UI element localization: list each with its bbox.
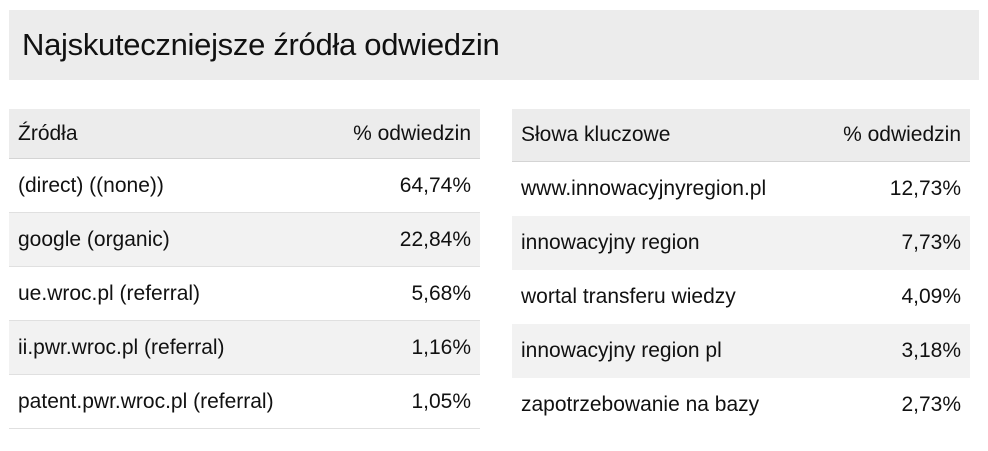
keywords-table-header: Słowa kluczowe % odwiedzin [512, 109, 970, 162]
keyword-percent: 3,18% [901, 339, 961, 362]
source-percent: 64,74% [399, 173, 471, 197]
source-label: ii.pwr.wroc.pl (referral) [18, 335, 225, 359]
keyword-percent: 7,73% [901, 231, 961, 254]
page-title: Najskuteczniejsze źródła odwiedzin [22, 27, 500, 62]
table-row: zapotrzebowanie na bazy 2,73% [512, 378, 970, 432]
table-row: innowacyjny region pl 3,18% [512, 324, 970, 378]
table-row: ii.pwr.wroc.pl (referral) 1,16% [9, 321, 480, 375]
source-label: google (organic) [18, 227, 170, 251]
source-label: (direct) ((none)) [18, 173, 164, 197]
sources-table: Źródła % odwiedzin (direct) ((none)) 64,… [9, 109, 480, 429]
sources-table-header: Źródła % odwiedzin [9, 109, 480, 159]
source-label: patent.pwr.wroc.pl (referral) [18, 389, 274, 413]
sources-column-label: Źródła [18, 121, 78, 145]
table-row: innowacyjny region 7,73% [512, 216, 970, 270]
sources-column-value: % odwiedzin [353, 121, 471, 145]
table-row: google (organic) 22,84% [9, 213, 480, 267]
keywords-column-label: Słowa kluczowe [521, 123, 671, 146]
keyword-percent: 4,09% [901, 285, 961, 308]
source-label: ue.wroc.pl (referral) [18, 281, 201, 305]
source-percent: 5,68% [411, 281, 471, 305]
keyword-label: innowacyjny region pl [521, 339, 722, 362]
source-percent: 1,16% [411, 335, 471, 359]
keywords-table: Słowa kluczowe % odwiedzin www.innowacyj… [512, 109, 970, 432]
title-bar: Najskuteczniejsze źródła odwiedzin [9, 10, 979, 80]
keyword-label: wortal transferu wiedzy [521, 285, 736, 308]
keyword-label: innowacyjny region [521, 231, 700, 254]
keywords-column-value: % odwiedzin [843, 123, 961, 146]
keyword-percent: 2,73% [901, 393, 961, 416]
source-percent: 1,05% [411, 389, 471, 413]
table-row: patent.pwr.wroc.pl (referral) 1,05% [9, 375, 480, 429]
table-row: wortal transferu wiedzy 4,09% [512, 270, 970, 324]
keyword-label: zapotrzebowanie na bazy [521, 393, 760, 416]
source-percent: 22,84% [399, 227, 471, 251]
table-row: (direct) ((none)) 64,74% [9, 159, 480, 213]
keyword-percent: 12,73% [889, 177, 961, 200]
table-row: ue.wroc.pl (referral) 5,68% [9, 267, 480, 321]
table-row: www.innowacyjnyregion.pl 12,73% [512, 162, 970, 216]
keyword-label: www.innowacyjnyregion.pl [521, 177, 767, 200]
